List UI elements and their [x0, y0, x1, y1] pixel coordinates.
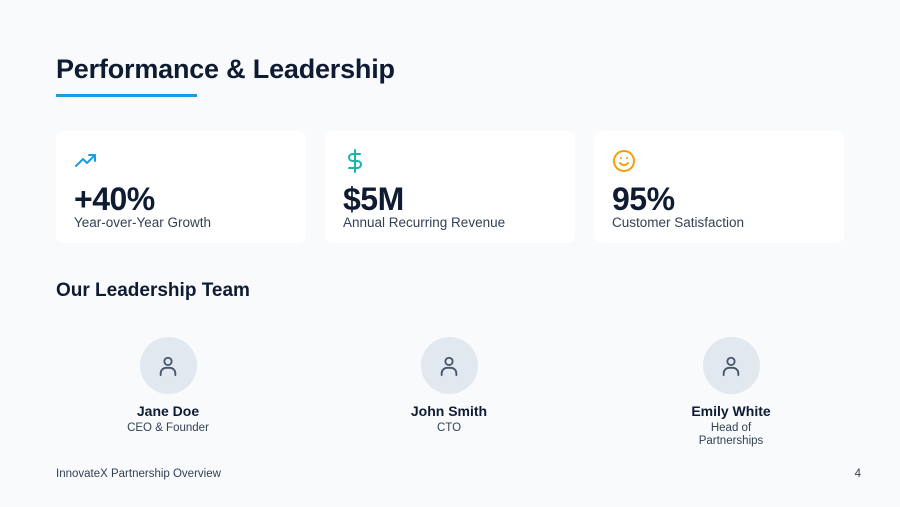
smile-icon [613, 150, 635, 172]
title-underline [56, 94, 197, 97]
stat-card-satisfaction: 95% Customer Satisfaction [594, 131, 844, 243]
team-member: Jane Doe CEO & Founder [56, 337, 280, 448]
stat-label: Annual Recurring Revenue [343, 215, 506, 230]
team-list: Jane Doe CEO & Founder John Smith CTO Em… [56, 337, 844, 448]
user-icon [722, 356, 740, 376]
stat-label: Year-over-Year Growth [74, 215, 212, 230]
page-title: Performance & Leadership [56, 54, 395, 84]
page-number: 4 [854, 468, 861, 480]
user-icon [440, 356, 458, 376]
user-icon [159, 356, 177, 376]
stat-card-revenue: $5M Annual Recurring Revenue [325, 131, 575, 243]
avatar [420, 337, 478, 394]
member-role: CEO & Founder [127, 422, 209, 434]
trending-up-icon [75, 154, 96, 167]
stats-row: +40% Year-over-Year Growth $5M Annual Re… [56, 131, 844, 243]
team-member: Emily White Head of Partnerships [618, 337, 844, 448]
avatar [139, 337, 197, 394]
stat-value: $5M [343, 181, 404, 217]
stat-label: Customer Satisfaction [612, 215, 745, 230]
member-name: John Smith [410, 403, 488, 419]
stat-card-growth: +40% Year-over-Year Growth [56, 131, 306, 243]
footer-title: InnovateX Partnership Overview [56, 468, 221, 480]
dollar-sign-icon [348, 149, 362, 173]
member-role: Head of Partnerships [698, 422, 764, 447]
member-name: Jane Doe [136, 403, 200, 419]
member-name: Emily White [691, 403, 771, 419]
section-title-leadership: Our Leadership Team [56, 280, 250, 301]
stat-value: 95% [612, 181, 675, 217]
stat-value: +40% [74, 181, 155, 217]
avatar [702, 337, 760, 394]
member-role: CTO [436, 422, 462, 434]
team-member: John Smith CTO [280, 337, 618, 448]
